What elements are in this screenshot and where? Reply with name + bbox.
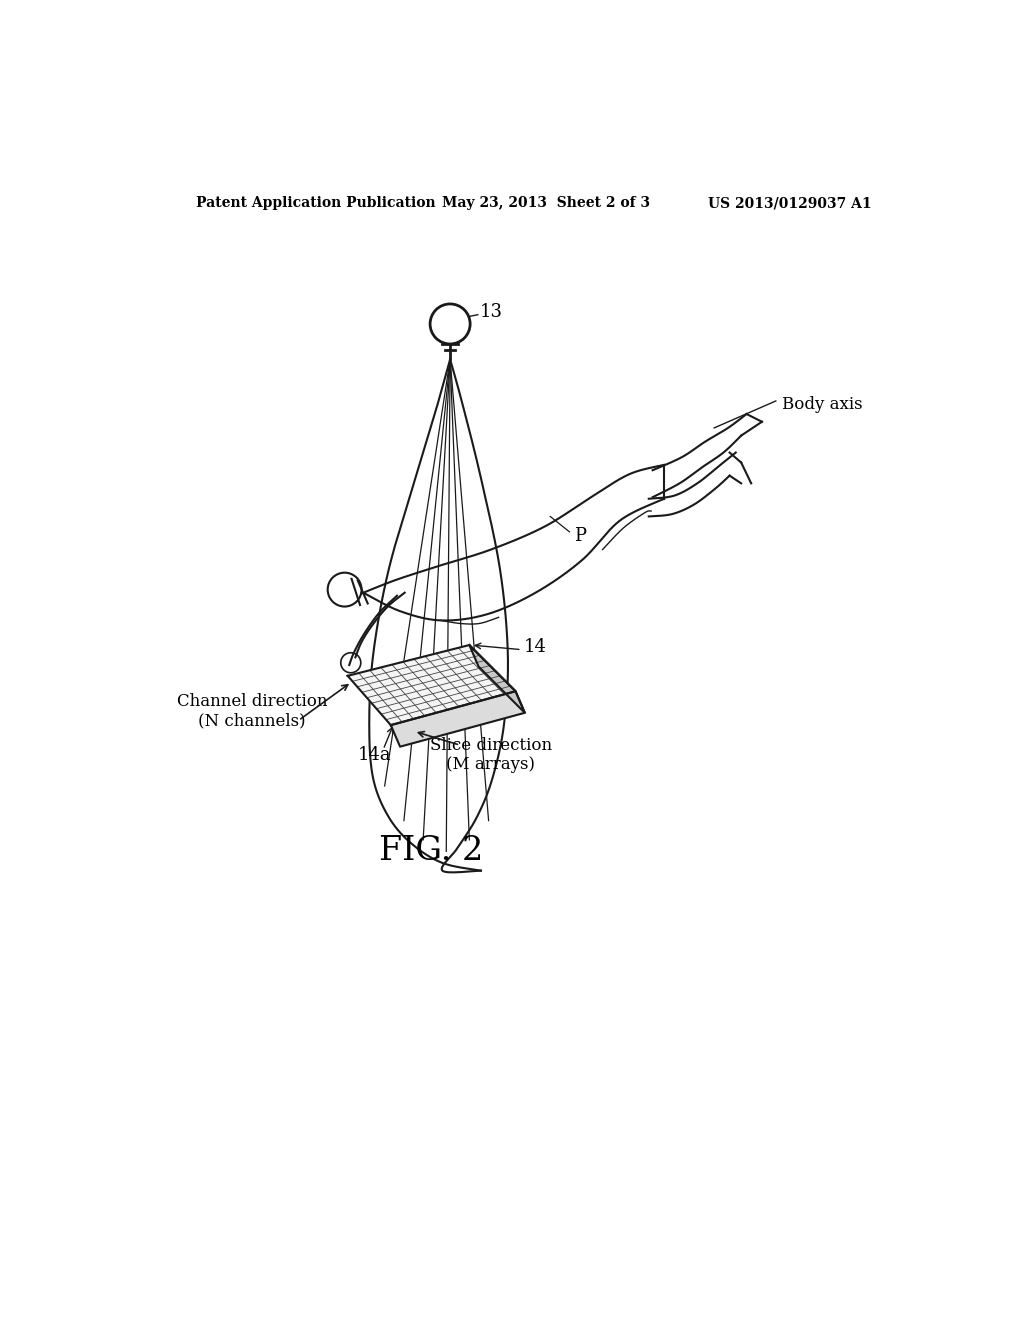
Text: 14: 14 xyxy=(523,639,546,656)
Text: Slice direction
(M arrays): Slice direction (M arrays) xyxy=(430,737,552,774)
Polygon shape xyxy=(348,645,515,725)
Text: US 2013/0129037 A1: US 2013/0129037 A1 xyxy=(708,197,871,210)
Polygon shape xyxy=(469,645,524,713)
Text: Patent Application Publication: Patent Application Publication xyxy=(196,197,435,210)
Text: Channel direction
(N channels): Channel direction (N channels) xyxy=(177,693,328,730)
Text: 14a: 14a xyxy=(357,746,391,764)
Text: Body axis: Body axis xyxy=(782,396,862,413)
Text: FIG. 2: FIG. 2 xyxy=(379,836,483,867)
Text: P: P xyxy=(574,527,586,545)
Text: 13: 13 xyxy=(479,304,503,321)
Text: May 23, 2013  Sheet 2 of 3: May 23, 2013 Sheet 2 of 3 xyxy=(442,197,650,210)
Circle shape xyxy=(430,304,470,345)
Polygon shape xyxy=(391,692,524,747)
